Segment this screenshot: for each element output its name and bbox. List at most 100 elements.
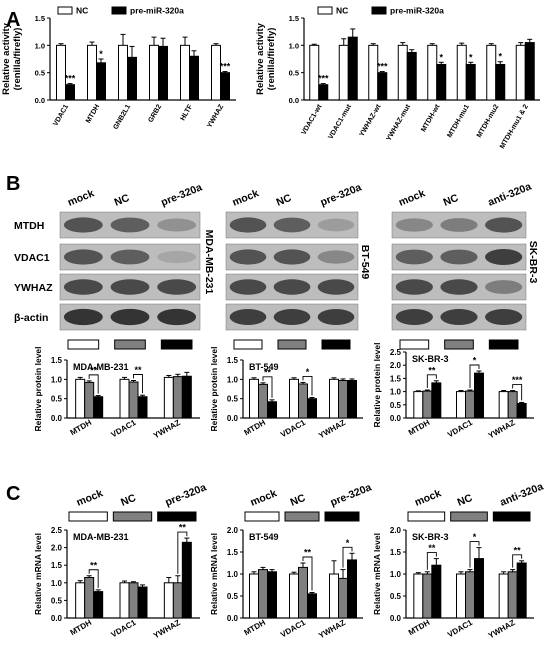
y-tick-label: 0.5 — [390, 592, 402, 601]
category-label: VDAC1 — [279, 618, 307, 640]
blot-band — [440, 218, 478, 232]
significance-label: *** — [377, 62, 388, 72]
y-tick-label: 0.0 — [227, 414, 239, 423]
y-tick-label: 0.5 — [51, 596, 63, 605]
significance-label: * — [439, 52, 443, 62]
category-label: GRB2 — [147, 103, 163, 123]
lane-label: anti-320a — [486, 181, 533, 209]
legend-swatch — [111, 6, 127, 15]
cell-line-label: MDA-MB-231 — [203, 230, 215, 295]
legend-swatch — [57, 6, 73, 15]
significance-label: * — [498, 52, 502, 62]
legend-entry: NC — [336, 6, 348, 16]
bar — [465, 390, 475, 419]
significance-bracket — [512, 384, 523, 401]
significance-label: ** — [264, 367, 272, 377]
bar — [87, 44, 97, 101]
blot-band — [395, 218, 433, 232]
bar — [406, 51, 417, 101]
lane-legend-swatch — [444, 339, 474, 350]
lane-legend-swatch — [492, 511, 531, 522]
y-tick-label: 1.5 — [35, 14, 45, 23]
y-tick-label: 2.0 — [390, 361, 402, 370]
bar — [267, 401, 277, 419]
bar — [128, 381, 139, 419]
significance-label: ** — [90, 365, 98, 375]
significance-bracket — [88, 374, 99, 394]
y-tick-label: 2.0 — [51, 544, 63, 553]
blot-band — [110, 308, 150, 326]
lane-legend-swatch — [399, 339, 430, 350]
y-tick-label: 1.5 — [390, 548, 402, 557]
category-label: MTDH — [85, 104, 101, 125]
bar — [338, 577, 348, 619]
category-label: VDAC1 — [446, 418, 474, 440]
y-tick-label: 0.0 — [289, 96, 299, 105]
blot-band — [317, 250, 355, 264]
bar — [524, 42, 535, 101]
bar — [431, 382, 442, 419]
blot-band — [63, 308, 103, 326]
bar — [258, 383, 268, 419]
blot-band — [229, 249, 267, 265]
blot-band — [440, 309, 478, 325]
y-axis-label: (renilla/firefly) — [12, 28, 23, 91]
bar — [507, 391, 518, 419]
protein-label: β-actin — [14, 312, 48, 324]
chart-c2: 0.0 0.5 1.0 1.5 2.0 Relative mRNA level BT-549… — [209, 526, 363, 640]
category-label: YWHAZ — [317, 618, 347, 641]
bar — [329, 378, 339, 419]
significance-label: *** — [220, 62, 231, 72]
legend-entry: pre-miR-320a — [130, 6, 184, 16]
lane-legend-swatch — [407, 511, 446, 522]
bar — [347, 559, 357, 619]
lane-legend-swatch — [114, 339, 146, 350]
bar — [84, 381, 95, 419]
y-tick-label: 2.5 — [390, 348, 402, 357]
y-axis-label: (renilla/firefly) — [266, 28, 277, 91]
bar — [498, 391, 509, 419]
significance-label: ** — [179, 523, 187, 533]
bar — [220, 72, 230, 101]
blot-band — [273, 309, 311, 325]
y-tick-label: 0.5 — [390, 401, 402, 410]
blot-band — [110, 249, 150, 265]
bar — [137, 396, 148, 419]
chart-b3: 0.0 0.5 1.0 1.5 2.0 2.5 Relative protein level… — [372, 342, 534, 440]
bar — [127, 56, 137, 101]
lane-legend-swatch — [450, 511, 488, 522]
bar — [456, 391, 466, 419]
significance-label: * — [306, 367, 310, 377]
lane-legend-c3: mock NC anti-320a — [407, 481, 545, 522]
blot-band — [110, 279, 150, 295]
chart-c3: 0.0 0.5 1.0 1.5 2.0 Relative mRNA level SK-BR-… — [372, 526, 534, 640]
bar — [249, 573, 259, 619]
chart-b2: 0.0 0.5 1.0 1.5 Relative protein level BT-549… — [209, 346, 363, 440]
significance-label: * — [346, 538, 350, 548]
significance-bracket — [512, 554, 523, 568]
bar — [431, 564, 442, 619]
category-label: YWHAZ-mut — [386, 103, 413, 142]
y-tick-label: 2.5 — [51, 526, 63, 535]
bar — [75, 582, 86, 619]
panel-letter-a: A — [6, 9, 20, 31]
bar — [119, 582, 130, 619]
significance-label: * — [473, 532, 477, 542]
y-tick-label: 0.0 — [51, 414, 63, 423]
bar — [377, 72, 388, 101]
y-tick-label: 0.0 — [390, 614, 402, 623]
bar — [486, 44, 497, 101]
lane-legend-swatch — [284, 511, 320, 522]
bar — [298, 566, 308, 619]
bar — [347, 379, 357, 419]
category-label: YWHAZ — [487, 418, 517, 441]
significance-label: ** — [90, 560, 98, 570]
category-label: YWHAZ — [152, 618, 182, 641]
significance-bracket — [177, 531, 188, 574]
legend-entry: NC — [76, 6, 88, 16]
y-tick-label: 1.5 — [390, 374, 402, 383]
bar — [158, 45, 168, 101]
blot-band — [440, 249, 478, 265]
blot-band — [229, 309, 267, 325]
lane-legend-label: NC — [119, 492, 138, 509]
